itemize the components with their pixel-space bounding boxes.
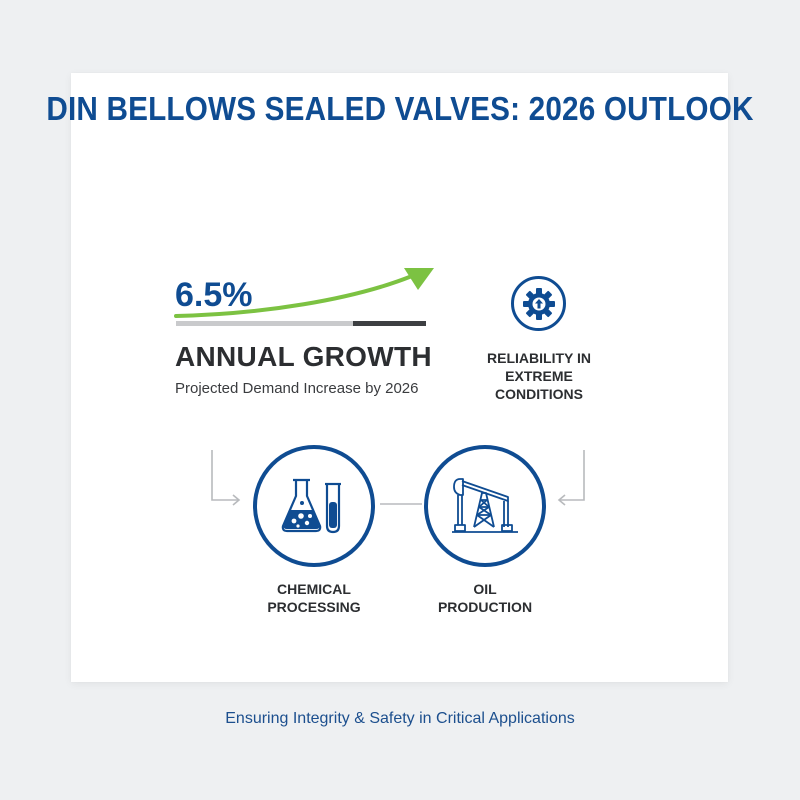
trend-up-arrow-icon [174,268,434,318]
lab-flask-test-tube-icon [281,478,341,534]
connector-middle-line [380,503,422,505]
growth-progress-fill [353,321,426,326]
footer-tagline: Ensuring Integrity & Safety in Critical … [225,710,575,727]
connector-right-arrow [557,450,585,506]
reliability-caption: RELIABILITY IN EXTREME CONDITIONS [487,350,591,402]
page-title: DIN BELLOWS SEALED VALVES: 2026 OUTLOOK [46,90,754,127]
oil-caption: OIL PRODUCTION [437,581,533,615]
growth-subtitle: Projected Demand Increase by 2026 [175,380,419,397]
chemical-caption: CHEMICAL PROCESSING [267,581,361,615]
gear-arrow-up-icon [522,287,555,320]
chemical-icon-circle [253,445,375,567]
reliability-icon-circle [511,276,566,331]
connector-left-arrow [211,450,241,506]
growth-value: 6.5% [175,276,253,314]
infographic-card [71,73,728,682]
growth-progress-bar [176,321,426,326]
oil-icon-circle [424,445,546,567]
growth-label: ANNUAL GROWTH [175,341,432,372]
oil-pumpjack-icon [452,478,518,533]
